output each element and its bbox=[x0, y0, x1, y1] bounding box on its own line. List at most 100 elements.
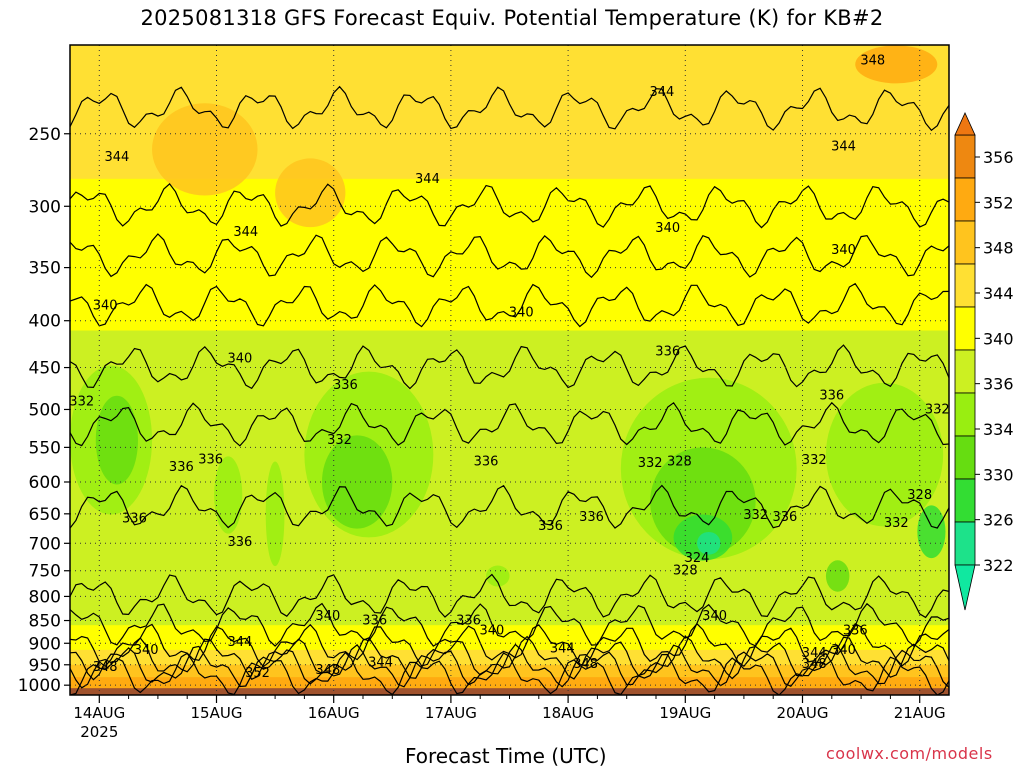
field-band bbox=[70, 440, 949, 635]
contour-label: 344 bbox=[368, 656, 393, 671]
contour-label: 348 bbox=[93, 660, 118, 675]
contour-label: 336 bbox=[655, 344, 680, 359]
contour-label: 348 bbox=[315, 663, 340, 678]
contour-label: 336 bbox=[228, 535, 253, 550]
field-band bbox=[70, 178, 949, 350]
contour-label: 336 bbox=[333, 378, 358, 393]
x-tick-label: 15AUG bbox=[191, 704, 243, 722]
field-band bbox=[70, 649, 949, 669]
field-region bbox=[825, 560, 850, 592]
y-tick-label: 500 bbox=[29, 400, 61, 420]
y-tick-label: 250 bbox=[29, 125, 61, 145]
y-tick-label: 800 bbox=[29, 587, 61, 607]
colorbar-swatch bbox=[954, 177, 976, 222]
contour-line bbox=[70, 85, 949, 132]
contour-label: 348 bbox=[573, 657, 598, 672]
field-region bbox=[214, 456, 243, 534]
y-tick-label: 600 bbox=[29, 473, 61, 493]
contour-label: 340 bbox=[509, 306, 534, 321]
contour-label: 348 bbox=[860, 54, 885, 69]
colorbar-tick-label: 348 bbox=[983, 239, 1014, 258]
contour-label: 344 bbox=[649, 85, 674, 100]
contour-label: 344 bbox=[831, 139, 856, 154]
chart-title: 2025081318 GFS Forecast Equiv. Potential… bbox=[140, 6, 884, 30]
contour-label: 340 bbox=[702, 609, 727, 624]
contour-label: 336 bbox=[122, 512, 147, 527]
colorbar-tick-label: 334 bbox=[983, 420, 1014, 439]
contour-fill-layer bbox=[70, 45, 949, 695]
contour-label: 336 bbox=[819, 389, 844, 404]
contour-label: 352 bbox=[245, 666, 270, 681]
colorbar-swatch bbox=[954, 263, 976, 308]
field-region bbox=[152, 103, 258, 196]
x-axis-label: Forecast Time (UTC) bbox=[405, 744, 607, 768]
credit-link[interactable]: coolwx.com/models bbox=[826, 744, 993, 763]
field-region bbox=[321, 435, 393, 529]
field-region bbox=[917, 505, 946, 559]
colorbar-tick-label: 326 bbox=[983, 511, 1014, 530]
x-tick-label: 16AUG bbox=[308, 704, 360, 722]
colorbar-swatch bbox=[954, 392, 976, 437]
contour-label: 340 bbox=[831, 243, 856, 258]
colorbar-tick-label: 344 bbox=[983, 284, 1014, 303]
contour-label: 340 bbox=[134, 643, 159, 658]
field-region bbox=[486, 565, 510, 587]
contour-line bbox=[70, 344, 949, 390]
contour-label: 336 bbox=[456, 614, 481, 629]
contour-label: 344 bbox=[802, 646, 827, 661]
contour-label: 336 bbox=[538, 519, 563, 534]
contour-label: 340 bbox=[228, 352, 253, 367]
contour-line bbox=[70, 602, 949, 648]
contour-line bbox=[70, 622, 949, 668]
colorbar-tick-label: 336 bbox=[983, 375, 1014, 394]
contour-label: 348 bbox=[802, 657, 827, 672]
contour-label: 336 bbox=[474, 455, 499, 470]
contour-label: 332 bbox=[638, 456, 663, 471]
colorbar-tick-label: 340 bbox=[983, 329, 1014, 348]
colorbar-tick-label: 330 bbox=[983, 465, 1014, 484]
contour-label: 344 bbox=[228, 635, 253, 650]
contour-label: 336 bbox=[843, 624, 868, 639]
y-tick-label: 700 bbox=[29, 534, 61, 554]
contour-label: 332 bbox=[69, 394, 94, 409]
colorbar-swatch bbox=[954, 220, 976, 265]
contour-line bbox=[70, 484, 949, 529]
contour-labels: 3443443443443443483403403403403403363363… bbox=[69, 54, 949, 681]
field-region bbox=[697, 531, 721, 555]
contour-label: 336 bbox=[169, 460, 194, 475]
x-year-label: 2025 bbox=[80, 723, 118, 741]
x-tick-label: 14AUG bbox=[73, 704, 125, 722]
field-region bbox=[825, 382, 944, 527]
contour-label: 336 bbox=[773, 510, 798, 525]
grid-layer bbox=[70, 45, 949, 695]
colorbar-swatch bbox=[954, 521, 976, 566]
contour-line bbox=[70, 282, 949, 328]
y-tick-label: 300 bbox=[29, 197, 61, 217]
x-tick-label: 18AUG bbox=[542, 704, 594, 722]
surface-band bbox=[70, 688, 949, 695]
y-tick-label: 900 bbox=[29, 634, 61, 654]
y-tick-label: 400 bbox=[29, 312, 61, 332]
x-tick-label: 20AUG bbox=[777, 704, 829, 722]
contour-label: 332 bbox=[743, 508, 768, 523]
y-tick-label: 850 bbox=[29, 612, 61, 632]
contour-label: 344 bbox=[415, 172, 440, 187]
field-band bbox=[70, 330, 949, 455]
y-axis-ticks: 2503003504004505005506006507007508008509… bbox=[18, 125, 70, 696]
contour-label: 332 bbox=[327, 433, 352, 448]
colorbar-tick-label: 322 bbox=[983, 556, 1014, 575]
colorbar-swatch bbox=[954, 478, 976, 523]
colorbar-swatch bbox=[954, 306, 976, 351]
contour-label: 328 bbox=[667, 455, 692, 470]
field-region bbox=[275, 158, 346, 228]
field-region bbox=[855, 45, 938, 84]
contour-label: 336 bbox=[579, 510, 604, 525]
contour-label: 332 bbox=[925, 402, 950, 417]
colorbar-top-arrow bbox=[954, 112, 976, 136]
contour-label: 328 bbox=[907, 488, 932, 503]
x-axis-ticks: 14AUG 15AUG 16AUG 17AUG 18AUG 19AUG 20AUG 21AUG… bbox=[73, 695, 946, 741]
colorbar: 356 352 348 344 340 336 334 330 326 322 bbox=[954, 112, 1014, 611]
y-tick-label: 950 bbox=[29, 656, 61, 676]
colorbar-swatch bbox=[954, 435, 976, 480]
